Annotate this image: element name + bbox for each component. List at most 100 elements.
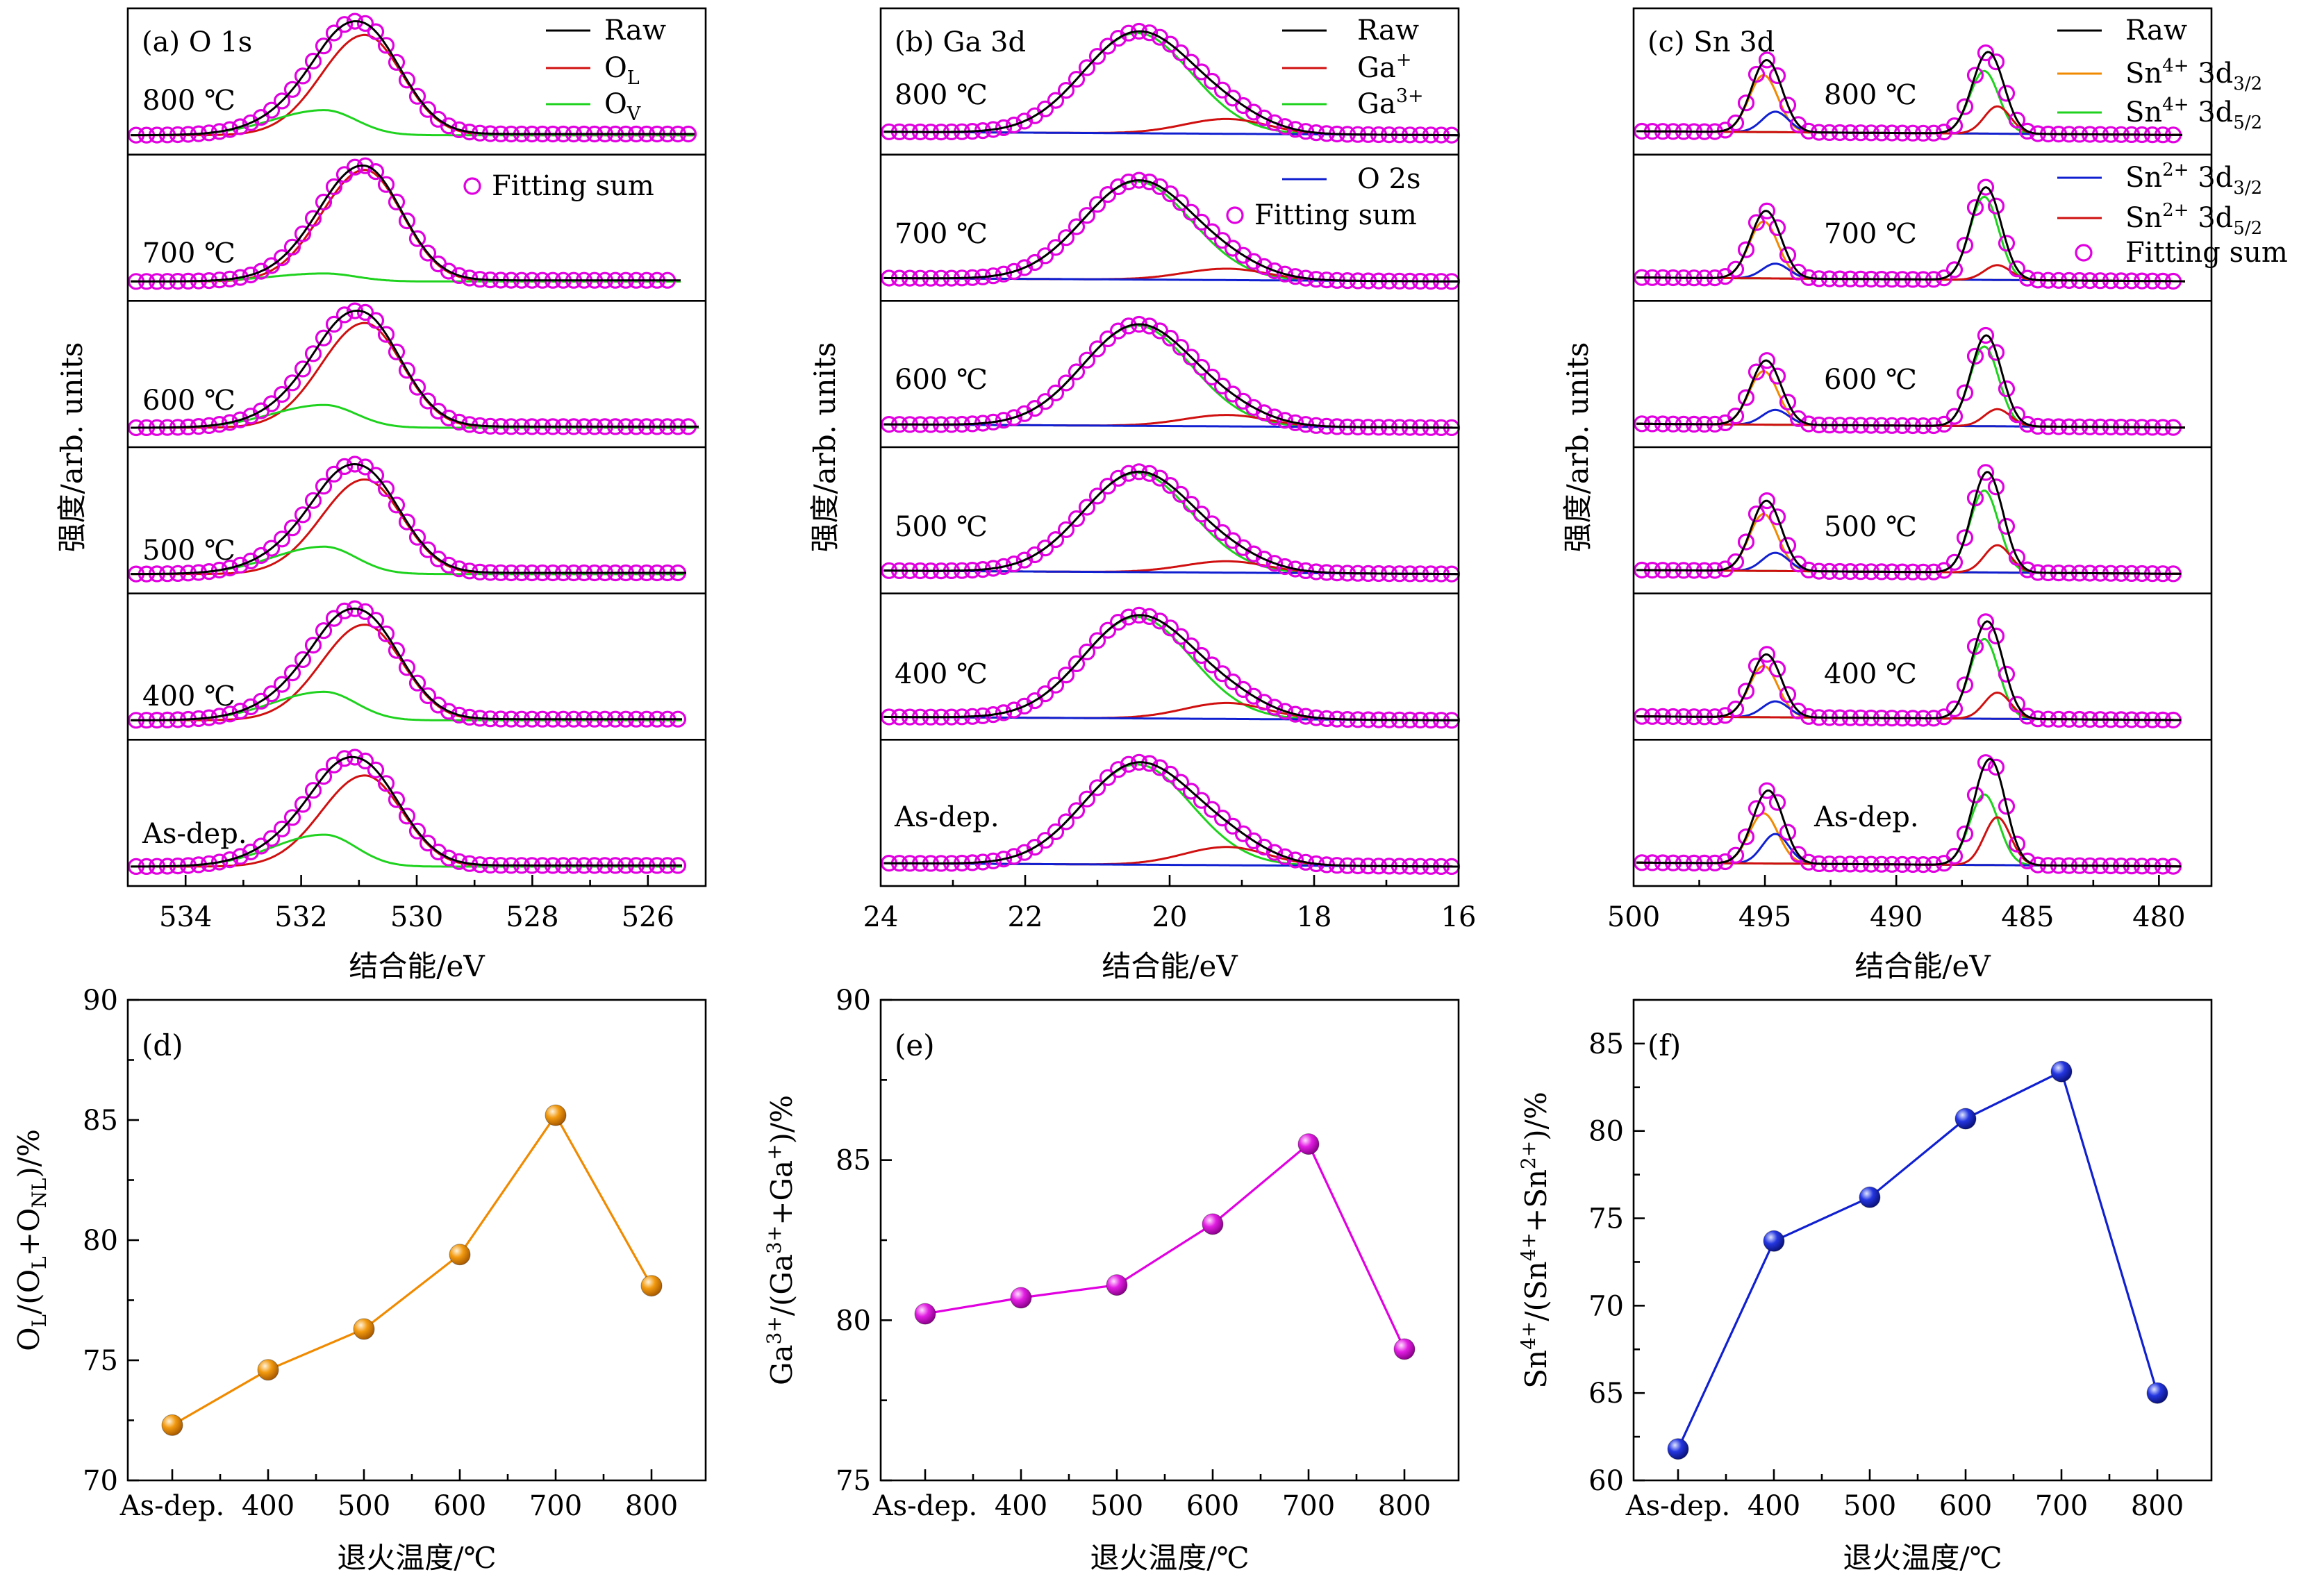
fit-marker — [450, 560, 468, 578]
fit-marker — [440, 556, 458, 574]
b-raw-4 — [883, 614, 1459, 721]
fit-marker — [1945, 847, 1964, 865]
y-tick-label: 75 — [1588, 1203, 1624, 1235]
fit-marker — [1987, 344, 2005, 361]
fit-marker — [1987, 197, 2005, 215]
fit-marker — [1088, 632, 1106, 649]
panel-a-xticks: 534 532 530 528 526 — [159, 875, 674, 933]
fit-marker — [1956, 98, 1974, 115]
fit-marker — [2008, 111, 2026, 128]
f-data-point — [1667, 1438, 1689, 1460]
fit-marker — [2008, 835, 2026, 853]
fit-marker — [1078, 790, 1096, 808]
x-tick-label: 700 — [2035, 1490, 2088, 1522]
stack-label-400: 400 ℃ — [895, 658, 988, 690]
fit-marker — [346, 456, 364, 473]
legend-swatch-fit — [1226, 206, 1244, 224]
stack-label-500: 500 ℃ — [1824, 511, 1917, 543]
x-tick-label: 16 — [1441, 901, 1477, 933]
fit-marker — [419, 835, 437, 852]
fit-marker — [273, 385, 291, 403]
fit-marker — [419, 541, 437, 558]
fit-marker — [1758, 492, 1776, 510]
stack-label-700: 700 ℃ — [895, 218, 988, 250]
panel-b-ga3d: 24 22 20 18 16 (b) Ga 3d 800 ℃ 700 ℃ 600 ℃ 5… — [863, 7, 1477, 933]
fit-marker — [1213, 524, 1231, 542]
fit-marker — [273, 530, 291, 548]
fit-marker — [1945, 117, 1964, 135]
fit-marker — [315, 329, 333, 346]
fit-marker — [283, 238, 301, 256]
fit-marker — [1078, 351, 1096, 369]
stack-label-asdep: As-dep. — [894, 801, 999, 833]
fit-marker — [1109, 469, 1127, 487]
fit-marker — [1088, 779, 1106, 796]
fit-marker — [995, 412, 1013, 429]
panel-a-o1s: 534 532 530 528 526 (a) O 1s 800 ℃ 700 ℃ 600… — [126, 7, 707, 933]
fit-marker — [1255, 838, 1273, 856]
fit-marker — [273, 249, 291, 267]
panel-c-ylabel: 强度/arb. units — [1561, 342, 1595, 553]
stack-label-400: 400 ℃ — [142, 680, 235, 712]
fit-marker — [1987, 758, 2005, 776]
fit-marker — [1779, 97, 1797, 114]
fit-marker — [1068, 655, 1086, 673]
x-tick-label: 480 — [2132, 901, 2185, 933]
x-tick-label: As-dep. — [119, 1490, 225, 1522]
fit-marker — [1265, 699, 1284, 716]
f-data-point — [1954, 1108, 1977, 1130]
panel-f-xlabel: 退火温度/℃ — [1843, 1541, 2002, 1575]
fit-marker — [1748, 658, 1766, 675]
fit-marker — [304, 492, 322, 509]
fit-marker — [408, 230, 426, 247]
fit-marker — [273, 92, 291, 110]
fit-marker — [1768, 660, 1786, 678]
panel-b-ylabel: 强度/arb. units — [808, 342, 842, 553]
e-data-point — [914, 1303, 936, 1325]
x-tick-label: 500 — [338, 1490, 390, 1522]
legend-fit: Fitting sum — [2125, 237, 2288, 269]
y-tick-label: 70 — [83, 1465, 118, 1497]
fit-marker — [1140, 173, 1159, 191]
y-tick-label: 75 — [836, 1465, 871, 1497]
legend-o2s: O 2s — [1357, 163, 1420, 195]
fit-marker — [398, 659, 416, 676]
fit-marker — [388, 193, 406, 210]
fit-marker — [1120, 24, 1138, 42]
fit-marker — [388, 791, 406, 808]
panel-a-curves — [127, 12, 699, 876]
d-data-point — [257, 1359, 279, 1381]
fit-marker — [1245, 253, 1263, 270]
x-tick-label: 485 — [2001, 901, 2054, 933]
fit-marker — [1998, 798, 2016, 815]
a-fitting-sum-5 — [127, 749, 687, 876]
fit-marker — [273, 820, 291, 837]
fit-marker — [1748, 65, 1766, 83]
panel-d-ylabel: OL/(OL+ONL)/% — [12, 1129, 51, 1351]
f-data-point — [2146, 1382, 2168, 1404]
fit-marker — [995, 558, 1013, 576]
fit-marker — [221, 121, 239, 138]
a-raw-3 — [131, 463, 686, 576]
fit-marker — [1800, 853, 1818, 871]
fit-marker — [221, 414, 239, 431]
fit-marker — [231, 702, 249, 720]
fit-marker — [1265, 114, 1284, 131]
fit-marker — [1213, 81, 1231, 99]
fit-marker — [1758, 202, 1776, 219]
fit-marker — [388, 642, 406, 659]
fit-marker — [1727, 700, 1745, 718]
fit-marker — [367, 467, 385, 484]
fit-marker — [450, 121, 468, 138]
fit-marker — [1977, 613, 1995, 630]
fit-marker — [294, 67, 312, 85]
fit-marker — [1966, 347, 1984, 365]
panel-e-xlabel: 退火温度/℃ — [1090, 1541, 1249, 1575]
fit-marker — [1047, 92, 1065, 109]
y-tick-label: 85 — [836, 1145, 871, 1177]
stack-label-asdep: As-dep. — [1813, 801, 1919, 833]
legend-gap: Ga+ — [1357, 49, 1411, 84]
fit-marker — [231, 269, 249, 286]
legend-raw: Raw — [604, 15, 666, 47]
fit-marker — [1057, 82, 1075, 99]
